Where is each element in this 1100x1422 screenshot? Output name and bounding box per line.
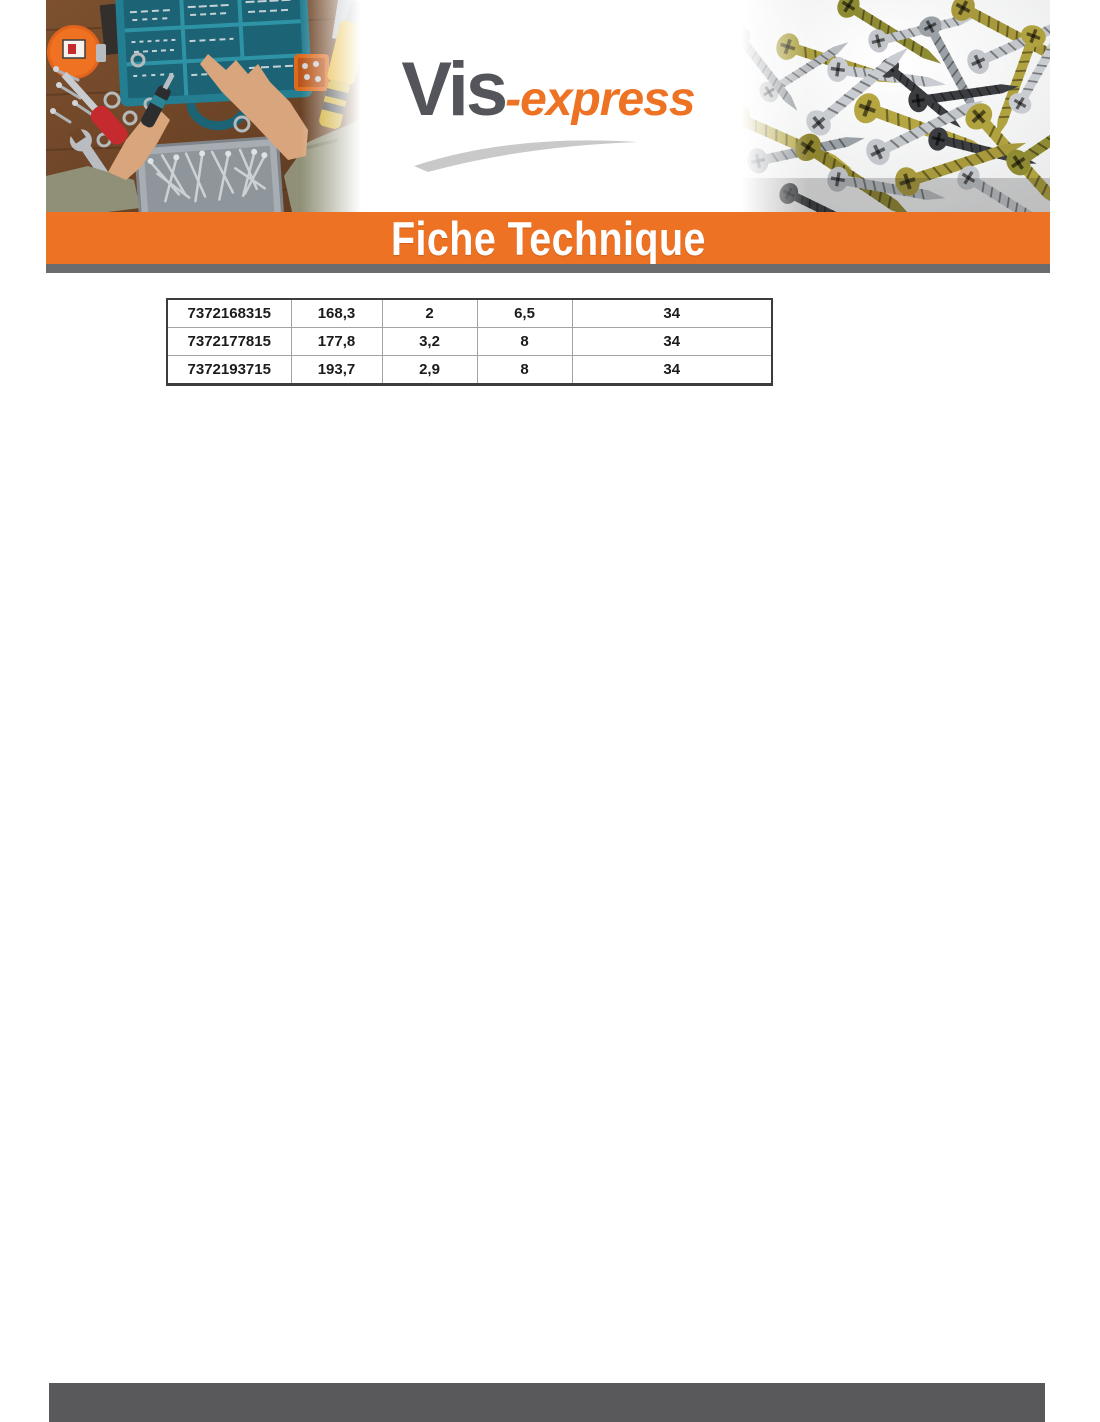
- cell-value-3: 2,9: [381, 355, 478, 385]
- workbench-photo-image: [46, 0, 364, 212]
- title-banner: Fiche Technique: [46, 212, 1050, 264]
- spec-table: 7372168315 168,3 2 6,5 34 7372177815 177…: [166, 298, 773, 386]
- page-title: Fiche Technique: [390, 211, 706, 265]
- cell-length: 177,8: [290, 327, 383, 356]
- divider-bar: [46, 264, 1050, 273]
- cell-value-5: 34: [571, 355, 773, 385]
- logo-swoosh: [414, 140, 638, 172]
- cell-reference: 7372168315: [166, 298, 292, 328]
- cell-reference: 7372177815: [166, 327, 292, 356]
- logo-text-secondary: -express: [505, 73, 695, 126]
- workbench-photo: [46, 0, 364, 212]
- cell-value-4: 8: [476, 355, 573, 385]
- cell-length: 193,7: [290, 355, 383, 385]
- header: Vis -express: [46, 0, 1050, 212]
- cell-value-4: 6,5: [476, 298, 573, 328]
- cell-length: 168,3: [290, 298, 383, 328]
- table-row: 7372168315 168,3 2 6,5 34: [166, 298, 773, 328]
- table-row: 7372193715 193,7 2,9 8 34: [166, 355, 773, 385]
- cell-value-5: 34: [571, 327, 773, 356]
- footer-bar: [49, 1383, 1045, 1422]
- cell-value-5: 34: [571, 298, 773, 328]
- screws-photo-image: [732, 0, 1050, 212]
- table-row: 7372177815 177,8 3,2 8 34: [166, 327, 773, 356]
- cell-value-3: 3,2: [381, 327, 478, 356]
- cell-reference: 7372193715: [166, 355, 292, 385]
- screws-photo: [732, 0, 1050, 212]
- cell-value-4: 8: [476, 327, 573, 356]
- logo-text: Vis -express: [401, 47, 695, 132]
- logo-text-primary: Vis: [401, 47, 508, 132]
- cell-value-3: 2: [381, 298, 478, 328]
